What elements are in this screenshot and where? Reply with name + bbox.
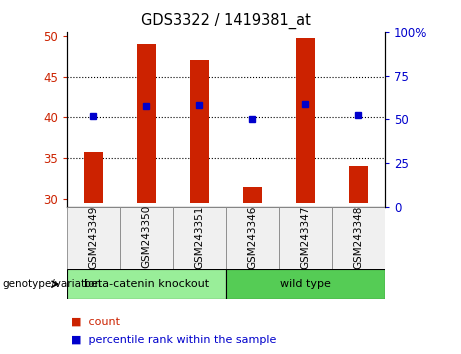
Bar xyxy=(226,269,385,299)
Text: ■  percentile rank within the sample: ■ percentile rank within the sample xyxy=(71,335,277,345)
Bar xyxy=(137,44,156,203)
Bar xyxy=(84,152,103,203)
Text: wild type: wild type xyxy=(280,279,331,289)
Text: beta-catenin knockout: beta-catenin knockout xyxy=(84,279,209,289)
Text: GSM243349: GSM243349 xyxy=(89,205,98,269)
Bar xyxy=(190,61,209,203)
Text: GSM243346: GSM243346 xyxy=(248,205,257,269)
Text: GSM243350: GSM243350 xyxy=(142,205,151,268)
Bar xyxy=(226,207,279,269)
Text: genotype/variation: genotype/variation xyxy=(2,279,101,289)
Bar xyxy=(173,207,226,269)
Bar xyxy=(349,166,368,203)
Title: GDS3322 / 1419381_at: GDS3322 / 1419381_at xyxy=(141,13,311,29)
Text: ■  count: ■ count xyxy=(71,317,120,327)
Bar xyxy=(67,207,120,269)
Text: GSM243351: GSM243351 xyxy=(195,205,204,269)
Text: GSM243348: GSM243348 xyxy=(354,205,363,269)
Bar xyxy=(279,207,332,269)
Text: GSM243347: GSM243347 xyxy=(301,205,310,269)
Bar xyxy=(332,207,385,269)
Bar xyxy=(243,187,262,203)
Bar xyxy=(67,269,226,299)
Bar xyxy=(296,38,315,203)
Bar xyxy=(120,207,173,269)
